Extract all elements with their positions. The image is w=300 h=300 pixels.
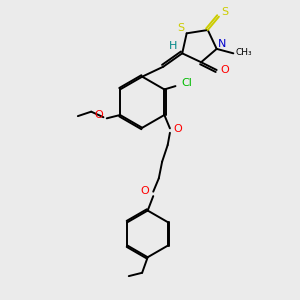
Text: O: O xyxy=(94,110,103,120)
Text: S: S xyxy=(178,23,185,33)
Text: O: O xyxy=(140,186,149,196)
Text: N: N xyxy=(218,39,226,50)
Text: S: S xyxy=(221,7,228,17)
Text: Cl: Cl xyxy=(181,78,192,88)
Text: O: O xyxy=(173,124,182,134)
Text: O: O xyxy=(220,65,229,75)
Text: CH₃: CH₃ xyxy=(235,48,252,57)
Text: H: H xyxy=(169,40,178,51)
